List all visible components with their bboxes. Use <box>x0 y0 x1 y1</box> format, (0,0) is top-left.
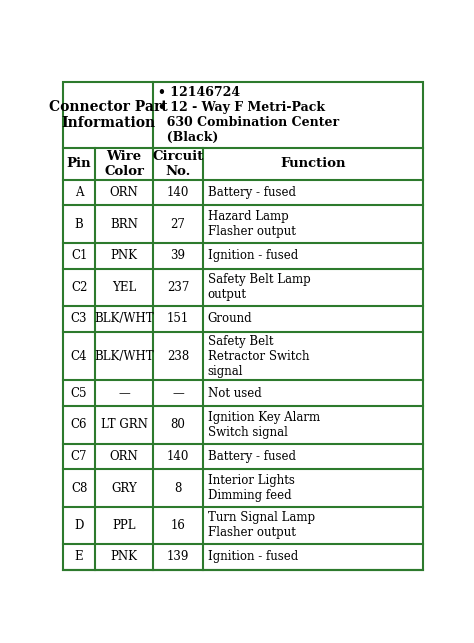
Text: A: A <box>75 186 83 199</box>
Text: Ground: Ground <box>208 312 252 325</box>
Text: Ignition - fused: Ignition - fused <box>208 550 298 563</box>
Text: BRN: BRN <box>110 217 138 231</box>
Text: C5: C5 <box>71 387 87 400</box>
Text: —: — <box>118 387 130 400</box>
Text: PPL: PPL <box>112 519 136 532</box>
Text: C6: C6 <box>71 419 87 431</box>
Text: Ignition - fused: Ignition - fused <box>208 249 298 262</box>
Text: Interior Lights
Dimming feed: Interior Lights Dimming feed <box>208 474 295 502</box>
Text: C4: C4 <box>71 350 87 363</box>
Text: 139: 139 <box>167 550 189 563</box>
Text: BLK/WHT: BLK/WHT <box>94 312 154 325</box>
Text: C1: C1 <box>71 249 87 262</box>
Text: C2: C2 <box>71 281 87 294</box>
Text: B: B <box>75 217 83 231</box>
Text: 140: 140 <box>167 186 189 199</box>
Text: Hazard Lamp
Flasher output: Hazard Lamp Flasher output <box>208 210 296 238</box>
Text: D: D <box>74 519 84 532</box>
Text: 16: 16 <box>171 519 185 532</box>
Text: Function: Function <box>281 158 346 170</box>
Text: Pin: Pin <box>67 158 91 170</box>
Text: BLK/WHT: BLK/WHT <box>94 350 154 363</box>
Text: ORN: ORN <box>110 450 138 463</box>
Text: 80: 80 <box>171 419 185 431</box>
Text: Battery - fused: Battery - fused <box>208 450 296 463</box>
Text: 39: 39 <box>171 249 186 262</box>
Text: YEL: YEL <box>112 281 136 294</box>
Text: Safety Belt
Retractor Switch
signal: Safety Belt Retractor Switch signal <box>208 334 309 377</box>
Text: 238: 238 <box>167 350 189 363</box>
Text: Circuit
No.: Circuit No. <box>153 150 204 178</box>
Text: PNK: PNK <box>110 249 137 262</box>
Text: ORN: ORN <box>110 186 138 199</box>
Text: LT GRN: LT GRN <box>100 419 147 431</box>
Text: C3: C3 <box>71 312 87 325</box>
Text: 237: 237 <box>167 281 189 294</box>
Text: Safety Belt Lamp
output: Safety Belt Lamp output <box>208 273 310 301</box>
Text: Not used: Not used <box>208 387 262 400</box>
Text: PNK: PNK <box>110 550 137 563</box>
Text: —: — <box>172 387 184 400</box>
Text: 151: 151 <box>167 312 189 325</box>
Text: 8: 8 <box>174 482 182 494</box>
Text: 27: 27 <box>171 217 185 231</box>
Text: Wire
Color: Wire Color <box>104 150 144 178</box>
Text: C8: C8 <box>71 482 87 494</box>
Text: Connector Part
Information: Connector Part Information <box>49 100 167 130</box>
Text: Ignition Key Alarm
Switch signal: Ignition Key Alarm Switch signal <box>208 411 320 439</box>
Text: Battery - fused: Battery - fused <box>208 186 296 199</box>
Text: 140: 140 <box>167 450 189 463</box>
Text: • 12146724
• 12 - Way F Metri-Pack
  630 Combination Center
  (Black): • 12146724 • 12 - Way F Metri-Pack 630 C… <box>158 86 339 144</box>
Text: Turn Signal Lamp
Flasher output: Turn Signal Lamp Flasher output <box>208 511 315 539</box>
Text: GRY: GRY <box>111 482 137 494</box>
Text: E: E <box>75 550 83 563</box>
Text: C7: C7 <box>71 450 87 463</box>
